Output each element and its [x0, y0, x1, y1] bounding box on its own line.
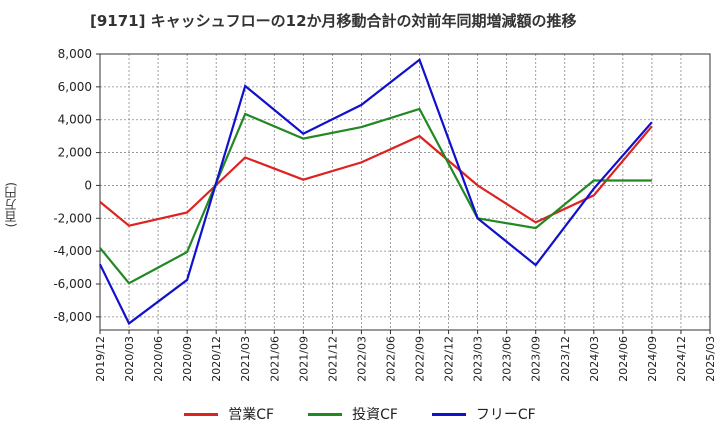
y-tick-label: 6,000	[58, 80, 92, 94]
y-tick-label: 0	[84, 178, 92, 192]
series-line-1	[99, 107, 652, 285]
x-tick-label: 2024/03	[588, 336, 601, 382]
plot-area	[100, 54, 710, 330]
chart-title: [9171] キャッシュフローの12か月移動合計の対前年同期増減額の推移	[90, 12, 577, 30]
legend-item-operating-cf: 営業CF	[184, 404, 274, 424]
x-tick-label: 2023/03	[472, 336, 485, 382]
y-tick-label: 2,000	[58, 146, 92, 160]
legend-swatch-investing-cf	[308, 412, 343, 416]
legend-label-free-cf: フリーCF	[475, 407, 536, 423]
x-tick-label: 2023/12	[559, 336, 572, 382]
legend: 営業CF 投資CF フリーCF	[0, 404, 720, 424]
x-tick-label: 2023/06	[501, 336, 514, 382]
x-tick-label: 2024/06	[617, 336, 630, 382]
x-tick-label: 2025/03	[704, 336, 717, 382]
legend-label-investing-cf: 投資CF	[352, 407, 398, 423]
y-tick-label: -2,000	[53, 211, 92, 225]
legend-item-investing-cf: 投資CF	[308, 404, 398, 424]
y-tick-label: 4,000	[58, 113, 92, 127]
x-tick-label: 2021/03	[239, 336, 252, 382]
legend-label-operating-cf: 営業CF	[228, 407, 275, 423]
x-tick-label: 2022/12	[443, 336, 456, 382]
x-tick-label: 2021/06	[268, 336, 281, 382]
series-line-2	[99, 58, 653, 326]
y-tick-label: -4,000	[53, 244, 92, 258]
x-tick-label: 2020/12	[210, 336, 223, 382]
x-tick-label: 2020/06	[152, 336, 165, 382]
x-tick-label: 2021/09	[297, 336, 310, 382]
legend-swatch-operating-cf	[184, 412, 219, 416]
x-tick-label: 2022/06	[384, 336, 397, 382]
x-tick-label: 2020/03	[123, 336, 136, 382]
plot-border	[99, 53, 711, 331]
x-tick-label: 2020/09	[181, 336, 194, 382]
x-tick-label: 2022/03	[355, 336, 368, 382]
x-tick-label: 2021/12	[326, 336, 339, 382]
x-tick-label: 2022/09	[414, 336, 427, 382]
x-tick-label: 2024/09	[646, 336, 659, 382]
y-tick-label: -8,000	[53, 310, 92, 324]
y-tick-label: 8,000	[58, 47, 92, 61]
y-tick-label: -6,000	[53, 277, 92, 291]
legend-item-free-cf: フリーCF	[431, 404, 536, 424]
legend-swatch-free-cf	[431, 412, 466, 416]
x-tick-label: 2024/12	[675, 336, 688, 382]
x-tick-label: 2019/12	[94, 336, 107, 382]
x-tick-label: 2023/09	[530, 336, 543, 382]
